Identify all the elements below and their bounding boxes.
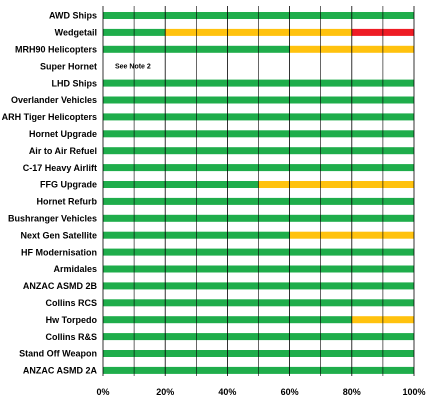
category-label: Overlander Vehicles [11,95,97,105]
category-label: ANZAC ASMD 2A [23,366,98,376]
grid-layer [102,6,415,376]
x-tick-label: 40% [218,387,236,397]
category-label: Next Gen Satellite [20,230,97,240]
category-label: Bushranger Vehicles [8,214,97,224]
category-label: ARH Tiger Helicopters [2,112,97,122]
category-label: HF Modernisation [21,247,97,257]
category-label: Air to Air Refuel [29,146,97,156]
category-label: Stand Off Weapon [19,349,97,359]
category-label: MRH90 Helicopters [15,45,97,55]
category-label: LHD Ships [51,78,97,88]
x-axis-ticks: 0% 20% 40% 60% 80% 100% [96,387,425,397]
x-tick-label: 80% [343,387,361,397]
category-label: AWD Ships [49,11,97,21]
bar-segment-green [103,181,259,188]
category-label: C-17 Heavy Airlift [23,163,97,173]
category-labels: AWD Ships Wedgetail MRH90 Helicopters Super… [2,11,151,376]
category-label: FFG Upgrade [40,180,97,190]
bar-segment-amber [258,181,414,188]
x-tick-label: 100% [402,387,425,397]
x-tick-label: 60% [281,387,299,397]
category-label: Collins R&S [45,332,97,342]
category-label: Hornet Upgrade [29,129,97,139]
category-label: Hornet Refurb [37,197,98,207]
x-tick-label: 20% [156,387,174,397]
category-label: ANZAC ASMD 2B [23,281,98,291]
category-label: Collins RCS [45,298,97,308]
category-label: Wedgetail [55,28,97,38]
x-tick-label: 0% [96,387,109,397]
category-label: Hw Torpedo [46,315,98,325]
category-label: Armidales [53,264,97,274]
row-note: See Note 2 [115,64,151,71]
category-label: Super Hornet [40,61,97,71]
